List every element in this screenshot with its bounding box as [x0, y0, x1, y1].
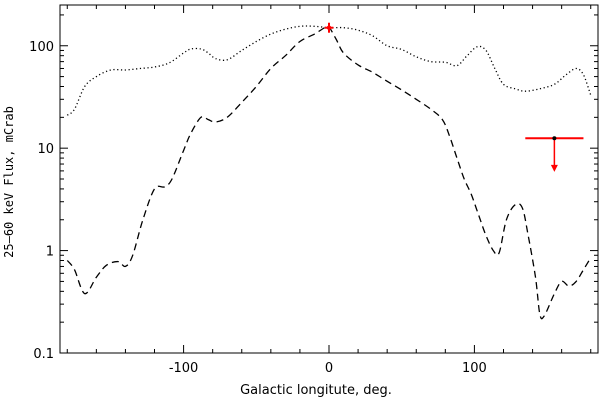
x-tick-label: 0 [325, 361, 333, 376]
y-tick-label: 0.1 [33, 347, 54, 362]
y-tick-label: 100 [29, 40, 54, 55]
series-layer [66, 25, 592, 320]
x-tick-label: 100 [462, 361, 487, 376]
upper-limit-point [552, 136, 557, 141]
y-tick-label: 1 [46, 245, 54, 260]
upper-limit-arrowhead [550, 164, 558, 172]
y-tick-label: 10 [37, 142, 54, 157]
axis-ticks: -100 0 100 0.1 1 10 100 [29, 5, 598, 376]
x-axis-label: Galactic longitute, deg. [240, 383, 392, 398]
plot-frame [59, 4, 599, 354]
dotted-series-line [66, 25, 592, 116]
markers-layer [324, 22, 584, 172]
dashed-series-line [66, 25, 592, 320]
y-axis-label: 25–60 keV Flux, mCrab [2, 106, 16, 258]
x-tick-label: -100 [169, 361, 199, 376]
red-measurement-point [326, 25, 332, 30]
